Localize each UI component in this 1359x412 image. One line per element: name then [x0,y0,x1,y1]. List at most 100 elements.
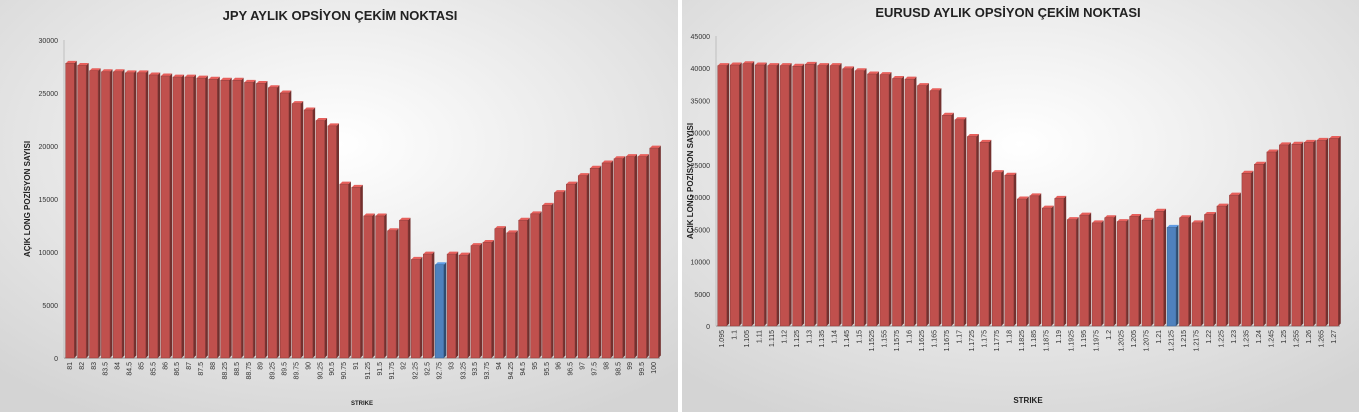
x-tick-label: 1.15 [857,330,864,344]
bar-1-155 [879,72,892,327]
x-tick-label: 1.21 [1156,330,1163,344]
bar-1-2075 [1141,217,1154,327]
bar-1-195 [1079,212,1092,327]
y-tick-label: 15000 [39,197,59,204]
x-tick-label: 1.18 [1006,330,1013,344]
x-tick-label: 1.14 [832,330,839,344]
bar-1-2 [1104,215,1117,327]
bar-1-15 [854,68,867,327]
bar-1-1675 [942,112,954,327]
x-tick-label: 92.75 [436,362,443,380]
bar-94-25 [506,230,518,359]
chart-title: EURUSD AYLIK OPSİYON ÇEKİM NOKTASI [875,5,1140,20]
bar-1-2125 [1166,224,1179,327]
x-tick-label: 93.5 [472,362,479,376]
x-tick-label: 81 [67,362,74,370]
x-tick-label: 1.155 [881,330,888,348]
bar-91-75 [387,228,399,359]
bar-99-5 [637,154,649,359]
x-tick-label: 88 [210,362,217,370]
bar-92 [399,217,411,359]
bar-1-13 [804,61,817,327]
x-tick-label: 1.195 [1081,330,1088,348]
y-tick-label: 25000 [39,91,59,98]
x-tick-label: 1.1925 [1069,330,1076,352]
x-tick-label: 84.5 [127,362,134,376]
x-tick-label: 87 [186,362,193,370]
bar-92-5 [423,251,435,359]
x-tick-label: 1.1575 [894,330,901,352]
x-tick-label: 93.25 [460,362,467,380]
x-tick-label: 89 [258,362,265,370]
bar-1-11 [754,62,767,327]
bar-88-5 [232,77,244,359]
x-axis-label: STRIKE [1013,396,1043,405]
bar-1-1725 [967,134,979,327]
y-tick-label: 40000 [691,66,711,73]
x-tick-label: 91.75 [389,362,396,380]
x-tick-label: 1.265 [1318,330,1325,348]
panel-divider [678,0,682,412]
x-tick-label: 94.25 [508,362,515,380]
x-tick-label: 94 [496,362,503,370]
x-tick-label: 88.75 [246,362,253,380]
x-tick-label: 97.5 [591,362,598,376]
x-tick-label: 92.5 [425,362,432,376]
y-tick-label: 45000 [691,34,711,41]
x-tick-label: 1.22 [1206,330,1213,344]
x-tick-label: 1.1775 [994,330,1001,352]
x-tick-label: 84 [115,362,122,370]
bar-92-25 [411,256,423,359]
bar-1-235 [1241,170,1254,327]
bar-84 [113,69,125,359]
bar-1-145 [842,66,855,327]
x-tick-label: 100 [651,362,658,374]
y-tick-label: 0 [54,356,58,363]
x-tick-label: 1.1875 [1044,330,1051,352]
bar-89-75 [291,101,304,359]
x-tick-label: 1.215 [1181,330,1188,348]
y-tick-label: 5000 [694,292,710,299]
bar-96 [554,190,566,359]
x-tick-label: 1.13 [807,330,814,344]
x-tick-label: 1.125 [794,330,801,348]
x-tick-label: 98.5 [615,362,622,376]
bar-1-19 [1054,195,1067,327]
x-tick-label: 1.1725 [969,330,976,352]
x-tick-label: 1.1825 [1019,330,1026,352]
bar-91-25 [363,213,375,359]
bar-1-115 [767,63,780,327]
x-tick-label: 87.5 [198,362,205,376]
bar-89-5 [279,90,292,359]
bar-1-1625 [917,83,929,327]
y-tick-label: 35000 [691,98,711,105]
bar-95-5 [542,202,554,359]
bar-87 [184,74,196,359]
x-tick-label: 1.12 [782,330,789,344]
x-tick-label: 1.2175 [1193,330,1200,352]
bar-83-5 [101,69,113,359]
bar-88 [208,76,220,359]
bar-1-2025 [1116,219,1129,327]
bar-1-25 [1279,142,1291,327]
bar-100 [649,145,661,359]
bar-90-75 [339,181,351,359]
x-tick-label: 91.5 [377,362,384,376]
bar-1-095 [717,63,730,327]
x-tick-label: 92 [401,362,408,370]
bar-91-5 [375,213,387,359]
bar-1-26 [1304,139,1316,327]
x-tick-label: 88.25 [222,362,229,380]
bar-95 [530,211,542,359]
bar-84-5 [125,70,137,359]
bar-1-14 [829,63,842,327]
x-tick-label: 83.5 [103,362,110,376]
bar-98-5 [613,156,626,359]
x-tick-label: 96.5 [568,362,575,376]
x-tick-label: 1.27 [1331,330,1338,344]
bar-1-2175 [1191,220,1204,327]
bar-94 [494,226,506,359]
bar-97-5 [589,165,602,359]
x-tick-label: 1.24 [1256,330,1263,344]
y-tick-label: 5000 [42,303,58,310]
